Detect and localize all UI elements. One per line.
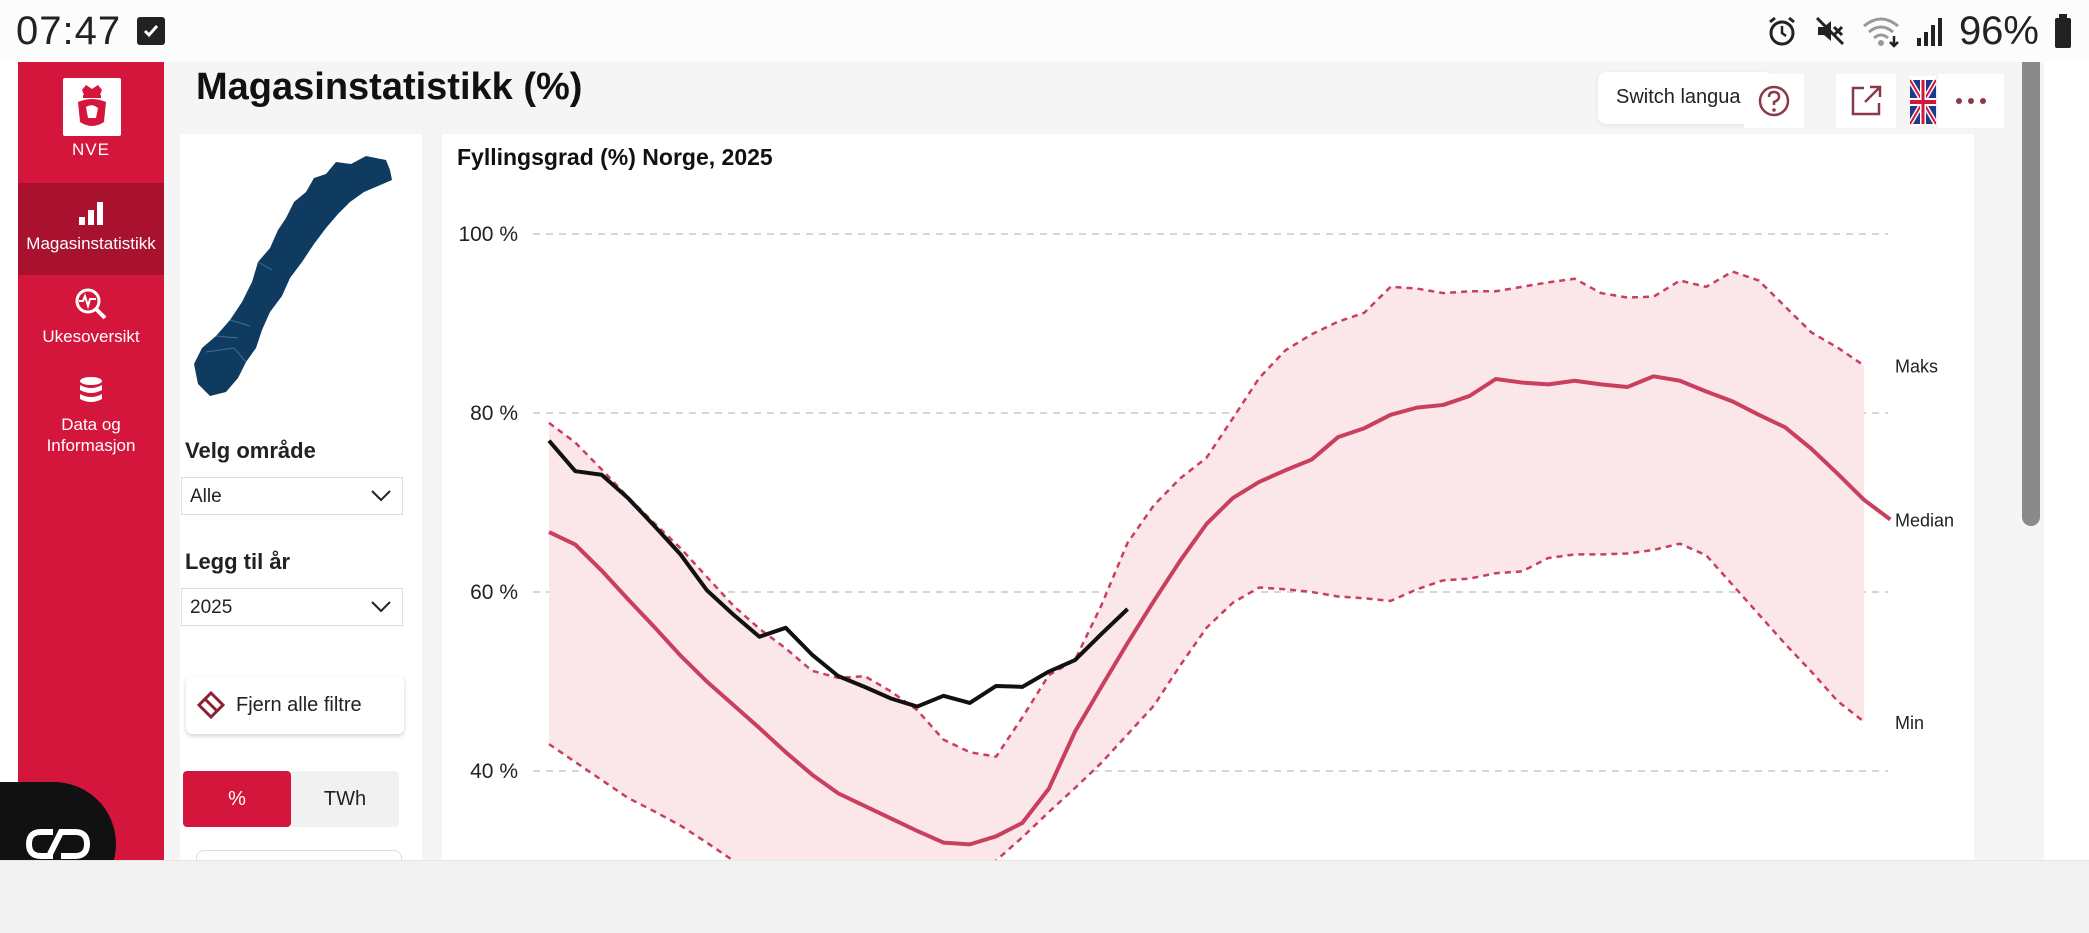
area-select[interactable]: Alle bbox=[181, 477, 403, 515]
unit-toggle-percent[interactable]: % bbox=[183, 771, 291, 827]
y-tick-label: 40 % bbox=[470, 760, 518, 783]
uk-flag-icon[interactable] bbox=[1910, 74, 1936, 128]
area-select-value: Alle bbox=[190, 486, 222, 507]
page-title: Magasinstatistikk (%) bbox=[196, 66, 583, 108]
help-button[interactable] bbox=[1744, 74, 1804, 128]
chart-title: Fyllingsgrad (%) Norge, 2025 bbox=[457, 144, 773, 170]
wifi-icon bbox=[1861, 14, 1901, 48]
min-max-band bbox=[549, 271, 1864, 860]
y-tick-label: 80 % bbox=[470, 402, 518, 425]
series-label-min: Min bbox=[1895, 713, 1924, 733]
status-time: 07:47 bbox=[16, 8, 122, 53]
area-filter-label: Velg område bbox=[185, 438, 316, 463]
eraser-icon bbox=[196, 690, 226, 720]
page-header: Magasinstatistikk (%) Switch langua ngli bbox=[164, 62, 2044, 132]
reservoir-chart: 40 % 60 % 80 % 100 % Maks Median Min bbox=[458, 223, 1954, 860]
lens-icon bbox=[25, 829, 91, 859]
norway-map[interactable] bbox=[186, 152, 396, 400]
logo-text: NVE bbox=[72, 140, 110, 159]
bottom-navigation-bar bbox=[0, 860, 2089, 933]
signal-icon bbox=[1915, 14, 1945, 48]
chevron-down-icon bbox=[371, 601, 391, 613]
database-icon bbox=[80, 377, 102, 402]
battery-icon bbox=[2053, 13, 2073, 49]
status-bar: 07:47 96% bbox=[0, 0, 2089, 62]
clear-filters-label: Fjern alle filtre bbox=[236, 693, 362, 716]
y-tick-label: 60 % bbox=[470, 581, 518, 604]
sidebar-item-label: Ukesoversikt bbox=[42, 327, 140, 346]
series-label-maks: Maks bbox=[1895, 357, 1938, 377]
switch-language-button[interactable]: Switch langua ngli bbox=[1598, 72, 1773, 124]
open-external-button[interactable] bbox=[1836, 74, 1896, 128]
mute-icon bbox=[1813, 14, 1847, 48]
scrollbar[interactable] bbox=[2022, 62, 2040, 526]
alarm-icon bbox=[1765, 14, 1799, 48]
series-min bbox=[548, 542, 1865, 860]
sidebar-item-ukesoversikt[interactable]: Ukesoversikt bbox=[18, 288, 164, 358]
crown-lion-icon bbox=[78, 85, 106, 126]
more-icon bbox=[1956, 98, 1986, 104]
series-2025 bbox=[547, 439, 1129, 709]
y-tick-label: 100 % bbox=[458, 223, 518, 246]
sidebar-item-label: Informasjon bbox=[46, 436, 136, 455]
sidebar: NVE Magasinstatistikk Ukesoversikt Data … bbox=[18, 62, 164, 860]
series-maks bbox=[548, 270, 1865, 758]
sidebar-item-label: Data og bbox=[61, 415, 121, 434]
sidebar-item-magasinstatistikk[interactable]: Magasinstatistikk bbox=[18, 183, 164, 275]
help-icon bbox=[1758, 85, 1790, 117]
year-select[interactable]: 2025 bbox=[181, 588, 403, 626]
open-external-icon bbox=[1851, 85, 1882, 116]
series-label-median: Median bbox=[1895, 511, 1954, 531]
clear-filters-button[interactable]: Fjern alle filtre bbox=[186, 676, 404, 734]
year-filter-label: Legg til år bbox=[185, 549, 291, 574]
search-pulse-icon bbox=[75, 288, 107, 320]
unit-toggle-twh[interactable]: TWh bbox=[291, 771, 399, 827]
chevron-down-icon bbox=[371, 490, 391, 502]
checkbox-icon bbox=[137, 17, 166, 45]
bar-chart-icon bbox=[79, 202, 103, 225]
battery-percent: 96% bbox=[1958, 8, 2039, 53]
series-median bbox=[548, 374, 1892, 847]
more-button[interactable] bbox=[1938, 74, 2004, 128]
sidebar-item-data-informasjon[interactable]: Data og Informasjon bbox=[18, 376, 164, 468]
year-select-value: 2025 bbox=[190, 597, 233, 618]
nve-logo[interactable] bbox=[63, 78, 121, 136]
sidebar-item-label: Magasinstatistikk bbox=[26, 234, 156, 253]
status-icons: 96% bbox=[1765, 9, 2073, 54]
